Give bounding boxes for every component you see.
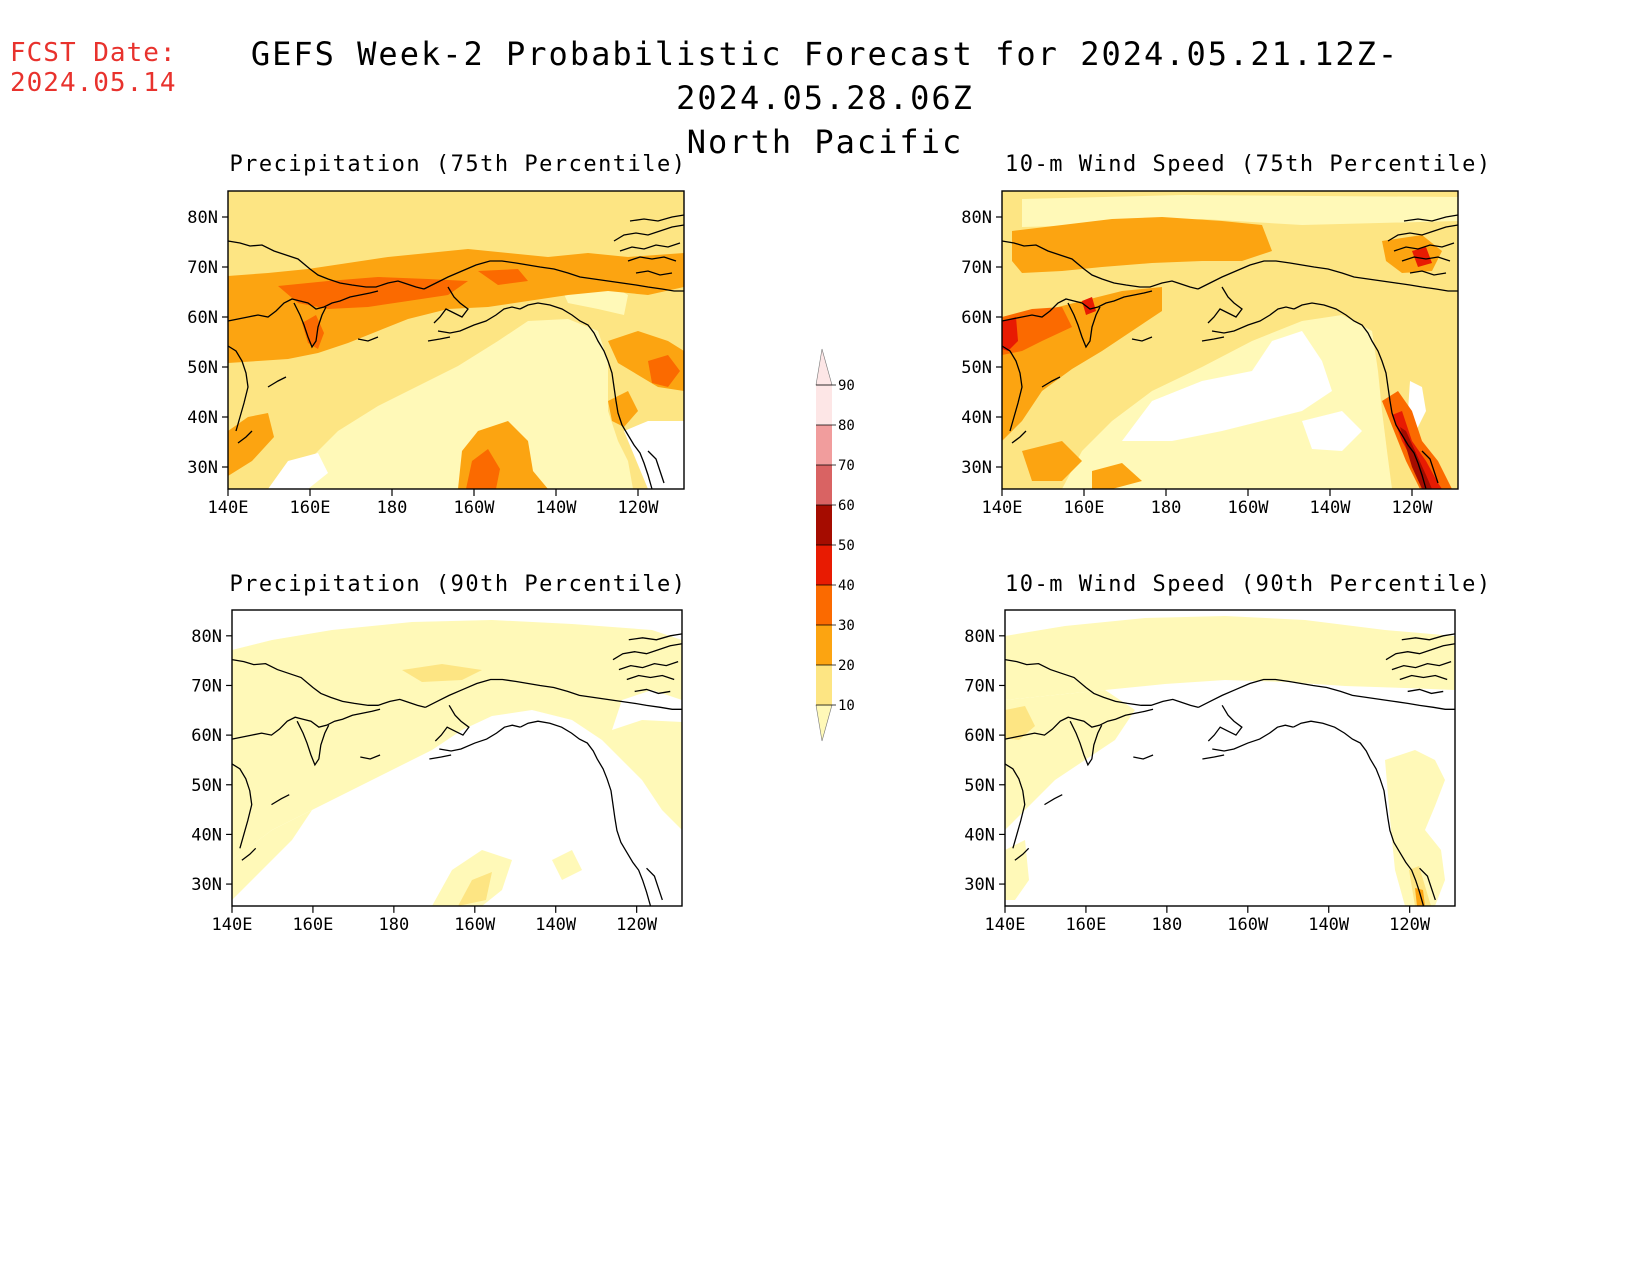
lon-tick-label: 160W xyxy=(454,915,496,935)
map-wind-75 xyxy=(995,190,1459,497)
lon-tick-label: 140E xyxy=(208,498,249,518)
legend-swatch xyxy=(816,545,832,585)
lon-tick-label: 160W xyxy=(1227,915,1269,935)
lon-tick-label: 160E xyxy=(1064,498,1105,518)
lat-tick-label: 80N xyxy=(187,208,218,228)
lat-tick-label: 40N xyxy=(964,825,995,845)
lat-tick-label: 50N xyxy=(187,358,218,378)
forecast-date-block: FCST Date: 2024.05.14 xyxy=(10,38,177,98)
lat-tick-label: 80N xyxy=(961,208,992,228)
lon-tick-label: 120W xyxy=(616,915,658,935)
lon-tick-label: 160E xyxy=(1065,915,1106,935)
legend-swatch xyxy=(816,465,832,505)
legend-label: 60 xyxy=(838,498,855,514)
lat-tick-label: 70N xyxy=(964,676,995,696)
panel-title-precip-75: Precipitation (75th Percentile) xyxy=(229,152,687,177)
legend-swatch xyxy=(816,665,832,705)
lat-tick-label: 50N xyxy=(191,776,222,796)
lon-tick-label: 120W xyxy=(1389,915,1431,935)
legend-tail-high xyxy=(815,348,833,386)
lat-tick-label: 80N xyxy=(964,627,995,647)
legend-swatch xyxy=(816,425,832,465)
lon-tick-label: 140W xyxy=(536,498,578,518)
lat-tick-label: 30N xyxy=(191,875,222,895)
panel-title-precip-90: Precipitation (90th Percentile) xyxy=(229,572,687,597)
lon-tick-label: 140E xyxy=(985,915,1026,935)
map-precip-90 xyxy=(225,609,683,914)
legend-tail-low xyxy=(815,704,833,742)
main-title: GEFS Week-2 Probabilistic Forecast for 2… xyxy=(250,35,1400,117)
lat-tick-label: 70N xyxy=(191,676,222,696)
map-precip-75 xyxy=(221,190,685,497)
lat-tick-label: 70N xyxy=(961,258,992,278)
color-legend: 10 20 30 40 50 60 70 80 90 xyxy=(815,348,855,742)
legend-label: 40 xyxy=(838,578,855,594)
legend-swatch xyxy=(816,385,832,425)
forecast-date-label: FCST Date: xyxy=(10,38,177,68)
lon-tick-label: 180 xyxy=(378,915,409,935)
lat-tick-label: 60N xyxy=(187,308,218,328)
lon-tick-label: 140W xyxy=(1308,915,1350,935)
lat-tick-label: 70N xyxy=(187,258,218,278)
region-title: North Pacific xyxy=(686,123,964,161)
forecast-date-value: 2024.05.14 xyxy=(10,68,177,98)
lat-tick-label: 40N xyxy=(187,408,218,428)
lat-tick-label: 40N xyxy=(961,408,992,428)
lat-tick-label: 30N xyxy=(187,458,218,478)
lat-tick-label: 60N xyxy=(191,726,222,746)
lon-tick-label: 180 xyxy=(1151,498,1182,518)
legend-swatch xyxy=(816,625,832,665)
lat-tick-label: 30N xyxy=(961,458,992,478)
lon-tick-label: 120W xyxy=(618,498,660,518)
lon-tick-label: 140W xyxy=(535,915,577,935)
lon-tick-label: 160W xyxy=(454,498,496,518)
lat-tick-label: 50N xyxy=(961,358,992,378)
axis-labels: 140E 160E 180 160W 140W 120W 80N 70N 60N 50N 40N 30… xyxy=(187,208,1433,935)
lon-tick-label: 140W xyxy=(1310,498,1352,518)
lon-tick-label: 180 xyxy=(1151,915,1182,935)
legend-label: 80 xyxy=(838,418,855,434)
lon-tick-label: 160E xyxy=(292,915,333,935)
lat-tick-label: 60N xyxy=(964,726,995,746)
legend-label: 20 xyxy=(838,658,855,674)
legend-label: 90 xyxy=(838,378,855,394)
lon-tick-label: 180 xyxy=(377,498,408,518)
panel-title-wind-90: 10-m Wind Speed (90th Percentile) xyxy=(1005,572,1492,597)
lon-tick-label: 160W xyxy=(1228,498,1270,518)
map-wind-90 xyxy=(998,609,1456,914)
lon-tick-label: 140E xyxy=(212,915,253,935)
panel-title-wind-75: 10-m Wind Speed (75th Percentile) xyxy=(1005,152,1492,177)
legend-label: 30 xyxy=(838,618,855,634)
lon-tick-label: 140E xyxy=(982,498,1023,518)
legend-swatch xyxy=(816,505,832,545)
legend-label: 70 xyxy=(838,458,855,474)
legend-label: 50 xyxy=(838,538,855,554)
page-title: GEFS Week-2 Probabilistic Forecast for 2… xyxy=(150,32,1500,164)
lat-tick-label: 80N xyxy=(191,627,222,647)
lon-tick-label: 160E xyxy=(290,498,331,518)
legend-label: 10 xyxy=(838,698,855,714)
lat-tick-label: 50N xyxy=(964,776,995,796)
legend-swatch xyxy=(816,585,832,625)
lat-tick-label: 30N xyxy=(964,875,995,895)
lon-tick-label: 120W xyxy=(1392,498,1434,518)
lat-tick-label: 40N xyxy=(191,825,222,845)
lat-tick-label: 60N xyxy=(961,308,992,328)
